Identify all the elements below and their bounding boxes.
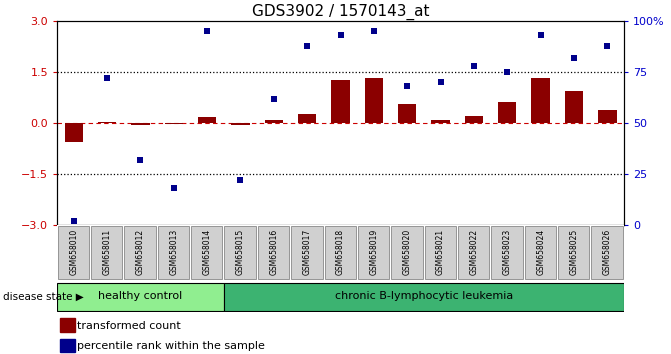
FancyBboxPatch shape <box>91 226 122 279</box>
Text: GSM658012: GSM658012 <box>136 229 145 275</box>
Text: GSM658018: GSM658018 <box>336 229 345 275</box>
FancyBboxPatch shape <box>425 226 456 279</box>
Text: disease state ▶: disease state ▶ <box>3 291 84 302</box>
Bar <box>365 78 383 123</box>
Text: GSM658022: GSM658022 <box>470 229 478 275</box>
Text: GSM658017: GSM658017 <box>303 229 312 275</box>
Text: GSM658013: GSM658013 <box>169 229 178 275</box>
Bar <box>565 91 583 123</box>
Text: healthy control: healthy control <box>98 291 183 302</box>
FancyBboxPatch shape <box>258 226 289 279</box>
Text: GSM658010: GSM658010 <box>69 229 79 275</box>
FancyBboxPatch shape <box>591 226 623 279</box>
Text: transformed count: transformed count <box>77 321 180 331</box>
Text: GSM658024: GSM658024 <box>536 229 545 275</box>
FancyBboxPatch shape <box>158 226 189 279</box>
Bar <box>98 122 116 123</box>
Bar <box>60 338 75 353</box>
Bar <box>60 318 75 332</box>
FancyBboxPatch shape <box>525 226 556 279</box>
Bar <box>231 123 250 125</box>
Bar <box>298 114 316 123</box>
FancyBboxPatch shape <box>124 226 156 279</box>
Text: GSM658021: GSM658021 <box>436 229 445 275</box>
FancyBboxPatch shape <box>491 226 523 279</box>
Bar <box>198 117 216 123</box>
FancyBboxPatch shape <box>291 226 323 279</box>
Bar <box>531 78 550 123</box>
Text: GSM658020: GSM658020 <box>403 229 412 275</box>
Text: GSM658025: GSM658025 <box>570 229 578 275</box>
Bar <box>164 123 183 124</box>
Text: GSM658016: GSM658016 <box>269 229 278 275</box>
FancyBboxPatch shape <box>458 226 489 279</box>
FancyBboxPatch shape <box>225 226 256 279</box>
Text: GSM658014: GSM658014 <box>203 229 211 275</box>
Text: GSM658015: GSM658015 <box>236 229 245 275</box>
FancyBboxPatch shape <box>57 283 224 311</box>
FancyBboxPatch shape <box>224 283 624 311</box>
FancyBboxPatch shape <box>191 226 223 279</box>
Text: GSM658011: GSM658011 <box>103 229 111 275</box>
FancyBboxPatch shape <box>325 226 356 279</box>
Text: GSM658026: GSM658026 <box>603 229 612 275</box>
Bar <box>264 120 283 123</box>
Text: GSM658019: GSM658019 <box>369 229 378 275</box>
FancyBboxPatch shape <box>558 226 589 279</box>
Bar <box>465 116 483 123</box>
Bar <box>132 123 150 125</box>
Bar <box>398 104 417 123</box>
Bar <box>331 80 350 123</box>
Bar <box>64 123 83 142</box>
Text: percentile rank within the sample: percentile rank within the sample <box>77 341 265 352</box>
Text: GSM658023: GSM658023 <box>503 229 512 275</box>
Title: GDS3902 / 1570143_at: GDS3902 / 1570143_at <box>252 4 429 20</box>
FancyBboxPatch shape <box>58 226 89 279</box>
Bar <box>498 102 517 123</box>
Text: chronic B-lymphocytic leukemia: chronic B-lymphocytic leukemia <box>335 291 513 302</box>
FancyBboxPatch shape <box>391 226 423 279</box>
Bar <box>598 110 617 123</box>
FancyBboxPatch shape <box>358 226 389 279</box>
Bar <box>431 120 450 123</box>
